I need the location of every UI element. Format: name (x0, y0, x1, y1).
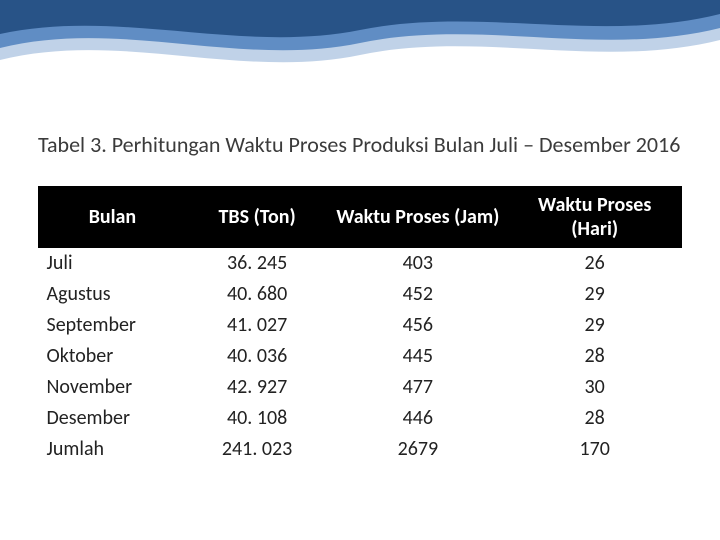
cell-jam: 477 (328, 372, 508, 403)
cell-hari: 29 (508, 310, 682, 341)
cell-hari: 30 (508, 372, 682, 403)
cell-tbs: 40. 108 (186, 403, 327, 434)
table-header-row: Bulan TBS (Ton) Waktu Proses (Jam) Waktu… (39, 186, 682, 247)
cell-bulan: Juli (39, 247, 187, 279)
col-header-hari: Waktu Proses (Hari) (508, 186, 682, 247)
cell-tbs: 40. 036 (186, 341, 327, 372)
cell-tbs: 41. 027 (186, 310, 327, 341)
cell-bulan: September (39, 310, 187, 341)
cell-hari: 26 (508, 247, 682, 279)
table-row: Juli 36. 245 403 26 (39, 247, 682, 279)
slide-content: Tabel 3. Perhitungan Waktu Proses Produk… (0, 0, 720, 465)
cell-bulan: Desember (39, 403, 187, 434)
slide-title: Tabel 3. Perhitungan Waktu Proses Produk… (38, 130, 682, 160)
table-row-total: Jumlah 241. 023 2679 170 (39, 434, 682, 465)
table-row: Agustus 40. 680 452 29 (39, 279, 682, 310)
col-header-tbs: TBS (Ton) (186, 186, 327, 247)
production-table: Bulan TBS (Ton) Waktu Proses (Jam) Waktu… (38, 186, 682, 465)
col-header-bulan: Bulan (39, 186, 187, 247)
cell-jam: 452 (328, 279, 508, 310)
cell-jam: 445 (328, 341, 508, 372)
cell-tbs: 42. 927 (186, 372, 327, 403)
table-row: Oktober 40. 036 445 28 (39, 341, 682, 372)
cell-jam: 446 (328, 403, 508, 434)
cell-bulan: November (39, 372, 187, 403)
table-row: September 41. 027 456 29 (39, 310, 682, 341)
col-header-jam: Waktu Proses (Jam) (328, 186, 508, 247)
table-row: Desember 40. 108 446 28 (39, 403, 682, 434)
cell-jam: 456 (328, 310, 508, 341)
cell-hari: 170 (508, 434, 682, 465)
cell-bulan: Agustus (39, 279, 187, 310)
cell-tbs: 40. 680 (186, 279, 327, 310)
cell-hari: 28 (508, 341, 682, 372)
cell-jam: 2679 (328, 434, 508, 465)
cell-bulan: Oktober (39, 341, 187, 372)
cell-jam: 403 (328, 247, 508, 279)
cell-tbs: 36. 245 (186, 247, 327, 279)
cell-hari: 29 (508, 279, 682, 310)
cell-tbs: 241. 023 (186, 434, 327, 465)
cell-hari: 28 (508, 403, 682, 434)
table-row: November 42. 927 477 30 (39, 372, 682, 403)
cell-bulan: Jumlah (39, 434, 187, 465)
